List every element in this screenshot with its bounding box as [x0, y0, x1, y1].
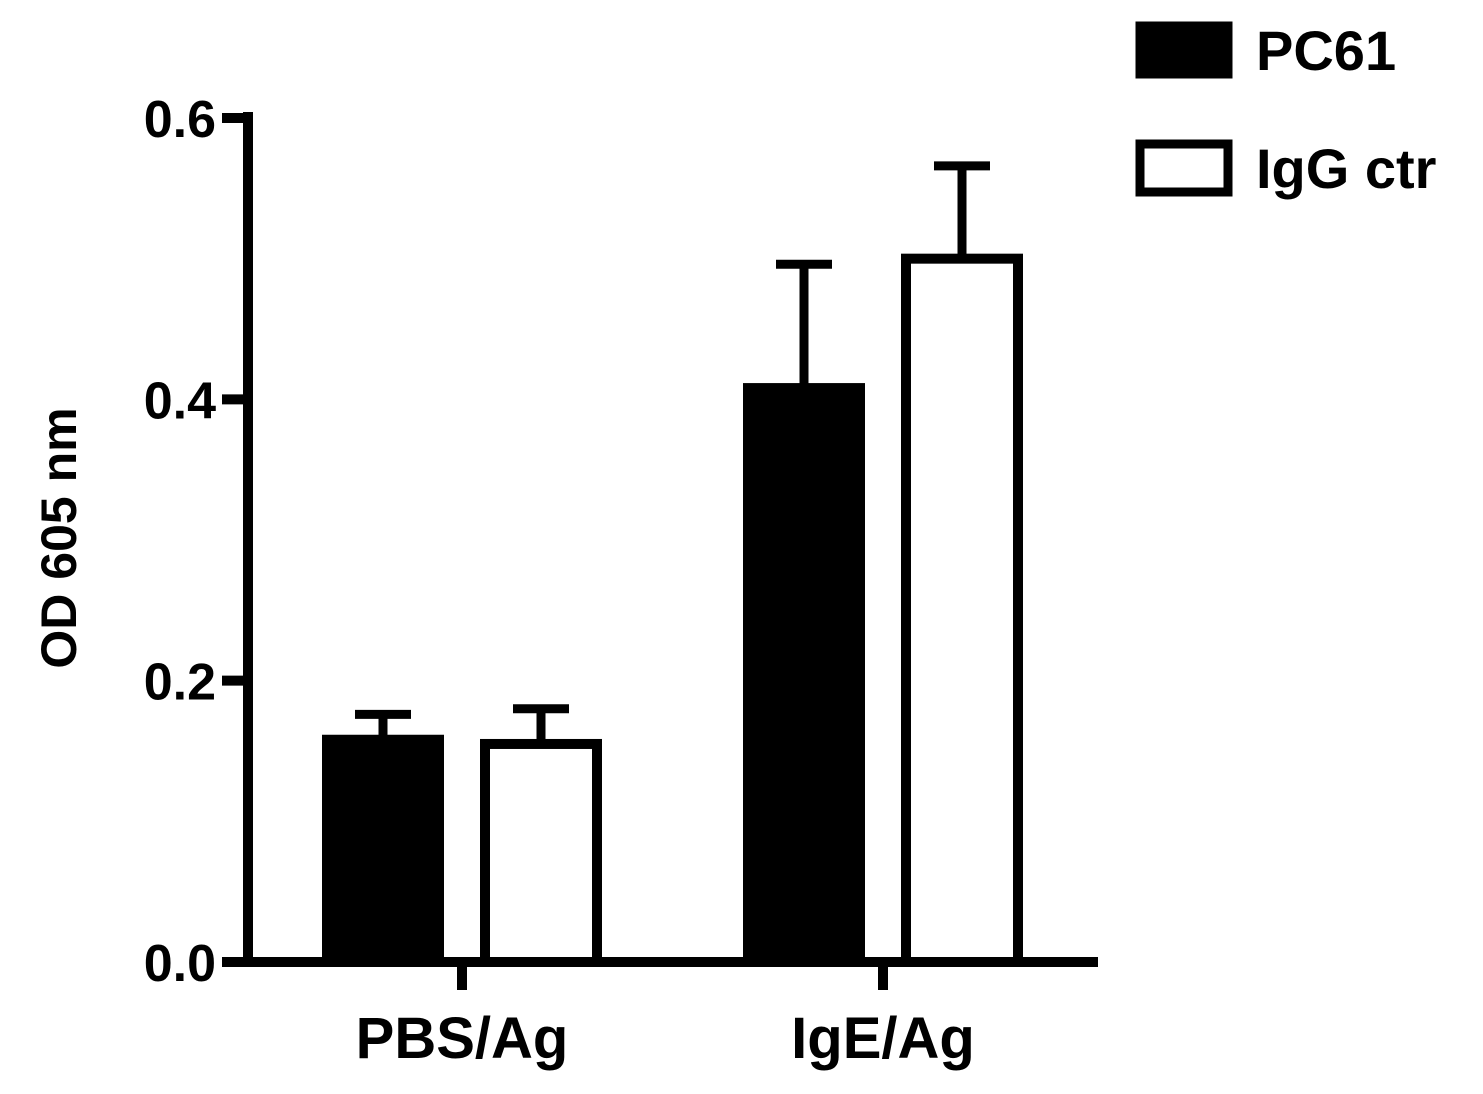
bars: [322, 161, 1023, 968]
y-tick-label: 0.2: [144, 654, 216, 712]
x-category-label: PBS/Ag: [356, 1006, 569, 1071]
x-categories: PBS/Ag IgE/Ag: [356, 962, 975, 1071]
y-tick-label: 0.4: [144, 372, 216, 430]
legend-label: PC61: [1256, 19, 1396, 82]
bar: [743, 383, 865, 967]
legend-label: IgG ctr: [1256, 137, 1436, 200]
y-axis-title: OD 605 nm: [31, 407, 87, 668]
bar: [901, 253, 1023, 967]
bar: [480, 738, 602, 968]
legend-swatch: [1135, 21, 1233, 79]
y-tick-label: 0.6: [144, 91, 216, 149]
bar: [322, 734, 444, 967]
legend-swatch: [1135, 139, 1233, 197]
x-category-label: IgE/Ag: [791, 1006, 975, 1071]
y-tick-label: 0.0: [144, 935, 216, 993]
legend: PC61 IgG ctr: [1135, 19, 1436, 200]
y-ticks: 0.0 0.2 0.4 0.6: [144, 91, 248, 993]
